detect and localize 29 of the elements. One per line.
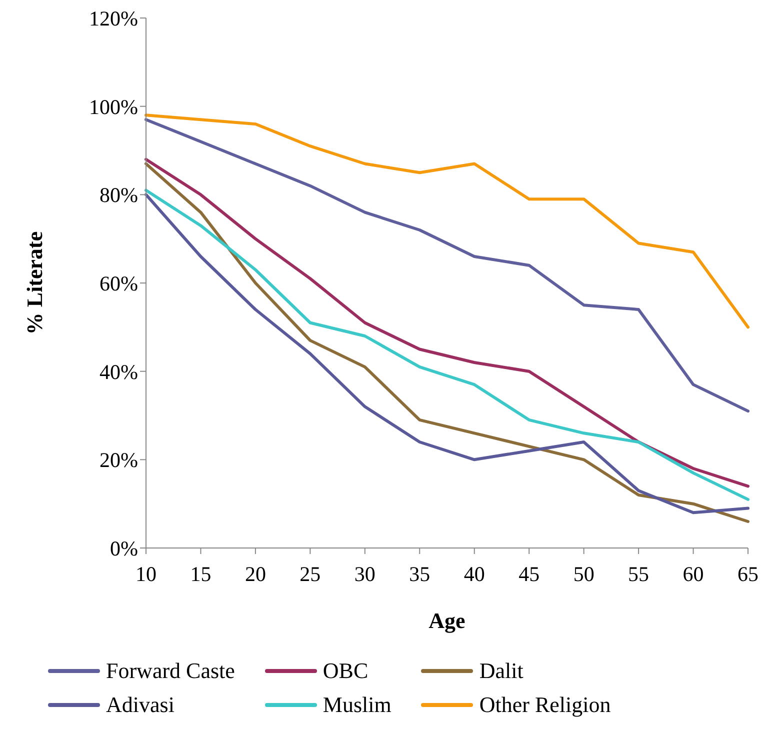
legend-label: Other Religion (479, 692, 611, 718)
y-tick-label: 60% (100, 271, 138, 296)
x-tick-label: 15 (190, 562, 212, 586)
x-tick-label: 60 (682, 562, 704, 586)
x-tick-label: 40 (464, 562, 485, 586)
y-tick-label: 0% (110, 536, 138, 560)
legend-label: Muslim (322, 692, 392, 718)
x-tick-label: 35 (409, 562, 430, 586)
line-series (144, 114, 750, 329)
x-tick-label: 55 (628, 562, 650, 586)
x-tick-label: 45 (518, 562, 540, 586)
y-tick-label: 120% (89, 6, 138, 30)
y-tick-label: 100% (89, 94, 138, 119)
x-tick-label: 50 (573, 562, 594, 586)
legend-label: Dalit (479, 658, 524, 684)
x-tick-label: 30 (354, 562, 376, 586)
y-tick-label: 20% (100, 448, 138, 472)
legend-label: OBC (322, 658, 368, 684)
x-tick-label: 10 (136, 562, 156, 586)
x-axis-title: Age (428, 608, 466, 633)
x-tick-label: 25 (300, 562, 321, 586)
legend-label: Adivasi (106, 692, 174, 718)
legend-label: Forward Caste (106, 658, 235, 684)
x-tick-label: 65 (738, 562, 758, 586)
y-tick-label: 80% (100, 183, 138, 208)
line-series (144, 118, 750, 413)
y-axis-title: % Literate (22, 231, 47, 335)
y-tick-label: 40% (100, 360, 138, 384)
x-tick-label: 20 (244, 562, 266, 586)
